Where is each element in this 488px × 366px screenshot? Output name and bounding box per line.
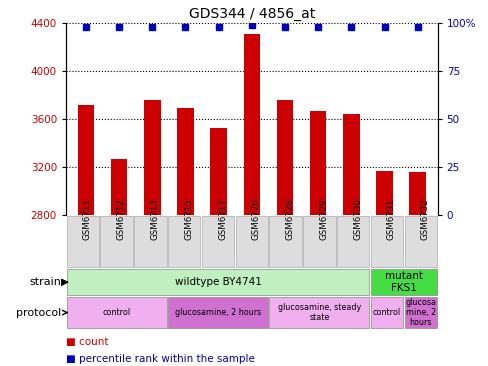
Text: GSM6712: GSM6712: [117, 199, 125, 240]
Bar: [408, 172, 425, 215]
Bar: [143, 100, 160, 215]
Text: GSM6731: GSM6731: [386, 199, 395, 240]
Text: ▶: ▶: [61, 277, 68, 287]
Bar: [202, 216, 234, 267]
Bar: [66, 297, 166, 328]
Bar: [168, 216, 200, 267]
Bar: [177, 108, 193, 215]
Bar: [404, 216, 436, 267]
Text: mutant
FKS1: mutant FKS1: [384, 271, 422, 293]
Text: glucosamine, 2 hours: glucosamine, 2 hours: [175, 308, 261, 317]
Bar: [134, 216, 166, 267]
Bar: [343, 114, 359, 215]
Bar: [276, 100, 293, 215]
Text: GSM6728: GSM6728: [285, 199, 294, 240]
Bar: [309, 111, 326, 215]
Text: GSM6726: GSM6726: [251, 199, 260, 240]
Bar: [210, 127, 226, 215]
Text: glucosamine, steady
state: glucosamine, steady state: [277, 303, 360, 322]
Text: protocol: protocol: [16, 307, 61, 318]
Text: wildtype BY4741: wildtype BY4741: [174, 277, 261, 287]
Text: GSM6717: GSM6717: [218, 199, 226, 240]
Text: GSM6711: GSM6711: [83, 199, 92, 240]
Bar: [66, 216, 99, 267]
Title: GDS344 / 4856_at: GDS344 / 4856_at: [188, 7, 314, 20]
Text: strain: strain: [29, 277, 61, 287]
Text: GSM6713: GSM6713: [150, 199, 159, 240]
Text: GSM6730: GSM6730: [352, 199, 362, 240]
Bar: [78, 105, 94, 215]
Bar: [269, 297, 368, 328]
Bar: [168, 297, 267, 328]
Bar: [375, 171, 392, 215]
Text: ■ percentile rank within the sample: ■ percentile rank within the sample: [66, 354, 254, 364]
Text: control: control: [102, 308, 130, 317]
Text: GSM6729: GSM6729: [319, 199, 328, 240]
Bar: [404, 297, 436, 328]
Bar: [370, 297, 403, 328]
Text: GSM6715: GSM6715: [184, 199, 193, 240]
Bar: [370, 269, 436, 295]
Bar: [336, 216, 368, 267]
Bar: [235, 216, 267, 267]
Bar: [303, 216, 335, 267]
Bar: [243, 34, 260, 215]
Text: control: control: [372, 308, 400, 317]
Bar: [66, 269, 368, 295]
Bar: [370, 216, 403, 267]
Text: ■ count: ■ count: [66, 337, 108, 347]
Bar: [100, 216, 133, 267]
Bar: [269, 216, 301, 267]
Text: GSM6732: GSM6732: [420, 199, 429, 240]
Text: glucosa
mine, 2
hours: glucosa mine, 2 hours: [405, 298, 435, 328]
Bar: [111, 159, 127, 215]
